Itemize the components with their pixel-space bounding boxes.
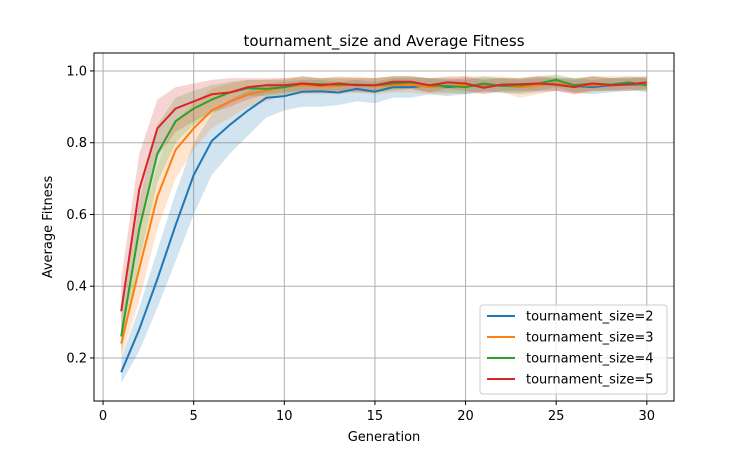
chart-title: tournament_size and Average Fitness: [243, 32, 524, 51]
y-tick-label: 0.4: [66, 280, 87, 295]
grid-lines: [94, 53, 674, 401]
x-tick-label: 25: [548, 409, 565, 424]
x-axis-ticks: 0 5 10 15 20 25 30: [99, 401, 655, 424]
series-line-4: [120, 80, 647, 312]
confidence-band-series-4: [121, 76, 647, 337]
y-tick-label: 0.2: [66, 351, 87, 366]
x-tick-label: 30: [639, 409, 656, 424]
legend-label: tournament_size=4: [526, 352, 653, 367]
x-tick-label: 0: [99, 409, 107, 424]
confidence-band-series-3: [121, 74, 647, 355]
legend-items: tournament_size=2 tournament_size=3tourna…: [487, 310, 653, 388]
plot-frame: [93, 52, 675, 402]
legend-label: tournament_size=2: [526, 310, 653, 325]
x-axis-label: Generation: [348, 430, 421, 445]
y-axis-ticks: 0.2 0.4 0.6 0.8 1.0: [66, 64, 94, 366]
y-tick-label: 0.6: [66, 208, 87, 223]
y-tick-label: 0.8: [66, 136, 87, 151]
legend: tournament_size=2 tournament_size=3tourna…: [479, 304, 668, 395]
legend-box: [479, 304, 668, 395]
legend-label: tournament_size=5: [526, 373, 653, 388]
legend-label: tournament_size=3: [526, 331, 653, 346]
series-line-2: [120, 82, 647, 344]
x-tick-label: 15: [367, 409, 384, 424]
x-tick-label: 20: [457, 409, 474, 424]
y-axis-label: Average Fitness: [41, 176, 56, 279]
series-lines: [120, 78, 647, 373]
y-tick-label: 1.0: [66, 64, 87, 79]
x-tick-label: 5: [190, 409, 198, 424]
confidence-bands: [121, 74, 647, 384]
x-tick-label: 10: [276, 409, 293, 424]
